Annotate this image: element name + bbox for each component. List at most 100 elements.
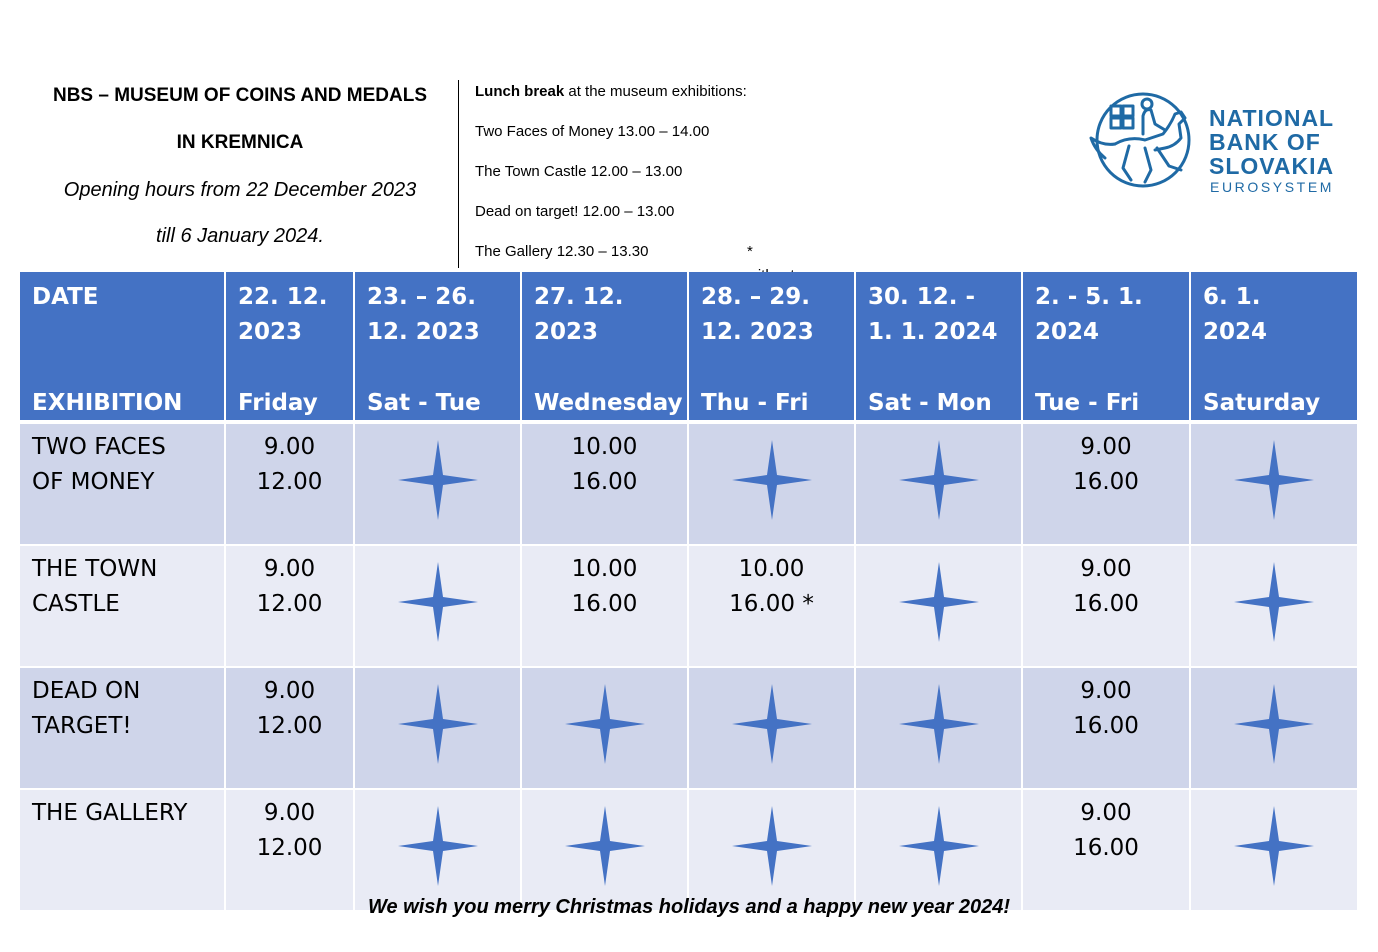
opening-hours-subtitle: Opening hours from 22 December 2023 [63, 179, 417, 201]
header-date-column: 2. - 5. 1. 2024 Tue - Fri [1022, 272, 1191, 424]
lunch-item: The Gallery 12.30 – 13.30 [475, 243, 649, 260]
closed-star-icon [898, 562, 979, 642]
closed-star-icon [731, 806, 812, 886]
header-day: Sat - Mon [868, 390, 992, 416]
table-row: THE GALLERY 9.00 12.00 9.00 16.00 [20, 789, 1357, 912]
header-date: 6. 1. 2024 [1203, 284, 1268, 345]
closed-star-icon [1234, 440, 1314, 520]
bank-name-line: BANK OF [1209, 129, 1321, 155]
closed-cell [354, 545, 522, 668]
lunch-item: Dead on target! 12.00 – 13.00 [475, 203, 675, 220]
closed-cell [855, 422, 1023, 546]
header-day: Friday [238, 390, 318, 416]
closed-cell [688, 422, 856, 546]
holiday-greeting: We wish you merry Christmas holidays and… [367, 896, 1011, 918]
header-date: 30. 12. -1. 1. 2024 [868, 284, 998, 345]
header-date: 2. - 5. 1. 2024 [1035, 284, 1143, 345]
horse-rider-emblem-icon [1089, 92, 1191, 188]
lunch-item: The Town Castle 12.00 – 13.00 [475, 163, 683, 180]
closed-star-icon [898, 440, 979, 520]
header-date-column: 30. 12. -1. 1. 2024 Sat - Mon [855, 272, 1023, 424]
closed-cell [855, 789, 1023, 912]
eurosystem-label: EUROSYSTEM [1210, 179, 1335, 195]
bank-name-line: NATIONAL [1209, 105, 1335, 131]
header-date-column: 28. – 29. 12. 2023 Thu - Fri [688, 272, 856, 424]
opening-time-cell: 10.00 16.00 [521, 422, 689, 546]
lunch-item: Two Faces of Money 13.00 – 14.00 [475, 123, 710, 140]
opening-hours-subtitle-end: till 6 January 2024. [156, 225, 324, 247]
closed-cell [354, 667, 522, 790]
opening-time-cell: 10.00 16.00 * [688, 545, 856, 668]
bank-name: NATIONAL BANK OF SLOVAKIA [1209, 106, 1334, 178]
lunch-break-label: Lunch break [475, 83, 565, 100]
museum-location: IN KREMNICA [176, 132, 304, 153]
closed-star-icon [564, 684, 645, 764]
bank-name-line: SLOVAKIA [1209, 153, 1335, 179]
header-day: EXHIBITION [32, 390, 183, 416]
header-date-column: 22. 12. 2023 Friday [225, 272, 355, 424]
museum-title: NBS – MUSEUM OF COINS AND MEDALS [52, 85, 428, 106]
header-date: 27. 12. 2023 [534, 284, 624, 345]
header-date: 23. – 26. 12. 2023 [367, 284, 480, 345]
header-day: Wednesday [534, 390, 683, 416]
closed-cell [1190, 545, 1357, 668]
closed-star-icon [1234, 806, 1314, 886]
exhibition-name: DEAD ON TARGET! [20, 667, 226, 790]
opening-time-cell: 9.00 12.00 [225, 667, 355, 790]
closed-cell [1190, 667, 1357, 790]
closed-cell [855, 667, 1023, 790]
closed-cell [688, 667, 856, 790]
header-date-column: 23. – 26. 12. 2023 Sat - Tue [354, 272, 522, 424]
closed-star-icon [397, 684, 478, 764]
closed-cell [521, 667, 689, 790]
lunch-break-heading: Lunch break at the museum exhibitions: [475, 80, 747, 120]
closed-cell [1190, 789, 1357, 912]
closed-star-icon [731, 684, 812, 764]
closed-star-icon [397, 562, 478, 642]
exhibition-name: TWO FACES OF MONEY [20, 422, 226, 546]
closed-cell [354, 789, 522, 912]
closed-cell [688, 789, 856, 912]
closed-star-icon [564, 806, 645, 886]
opening-time-cell: 9.00 12.00 [225, 545, 355, 668]
closed-cell [354, 422, 522, 546]
header-title-block: NBS – MUSEUM OF COINS AND MEDALS IN KREM… [30, 78, 450, 260]
lunch-break-info: Lunch break at the museum exhibitions: T… [475, 80, 795, 332]
closed-star-icon [1234, 562, 1314, 642]
closed-star-icon [898, 684, 979, 764]
header-day: Sat - Tue [367, 390, 481, 416]
nbs-logo: NATIONAL BANK OF SLOVAKIA EUROSYSTEM [1085, 88, 1345, 198]
opening-time-cell: 9.00 16.00 [1022, 789, 1191, 912]
table-header-row: DATE EXHIBITION 22. 12. 2023 Friday 23. – 26.… [20, 272, 1357, 424]
lunch-break-heading-rest: at the museum exhibitions: [564, 83, 747, 100]
header-date-column: 27. 12. 2023 Wednesday [521, 272, 689, 424]
table-row: TWO FACES OF MONEY 9.00 12.00 10.00 16.00 9.00… [20, 422, 1357, 546]
header-date: 22. 12. 2023 [238, 284, 328, 345]
closed-cell [521, 789, 689, 912]
opening-time-cell: 9.00 12.00 [225, 422, 355, 546]
opening-time-cell: 9.00 16.00 [1022, 422, 1191, 546]
exhibition-name: THE GALLERY [20, 789, 226, 912]
opening-time-cell: 10.00 16.00 [521, 545, 689, 668]
closed-star-icon [898, 806, 979, 886]
closed-cell [855, 545, 1023, 668]
header-date-column: 6. 1. 2024 Saturday [1190, 272, 1357, 424]
opening-time-cell: 9.00 16.00 [1022, 545, 1191, 668]
opening-hours-table: DATE EXHIBITION 22. 12. 2023 Friday 23. – 26.… [20, 272, 1357, 912]
header-date: DATE [32, 284, 99, 310]
header-divider [458, 80, 459, 268]
closed-cell [1190, 422, 1357, 546]
closed-star-icon [397, 440, 478, 520]
opening-time-cell: 9.00 16.00 [1022, 667, 1191, 790]
closed-star-icon [1234, 684, 1314, 764]
header-date-exhibition: DATE EXHIBITION [20, 272, 226, 424]
closed-star-icon [397, 806, 478, 886]
table-row: THE TOWN CASTLE 9.00 12.00 10.00 16.00 10.00 16… [20, 545, 1357, 668]
exhibition-name: THE TOWN CASTLE [20, 545, 226, 668]
header-day: Thu - Fri [701, 390, 809, 416]
header-day: Tue - Fri [1035, 390, 1140, 416]
table-row: DEAD ON TARGET! 9.00 12.00 9.00 16.00 [20, 667, 1357, 790]
header-date: 28. – 29. 12. 2023 [701, 284, 814, 345]
opening-time-cell: 9.00 12.00 [225, 789, 355, 912]
closed-star-icon [731, 440, 812, 520]
